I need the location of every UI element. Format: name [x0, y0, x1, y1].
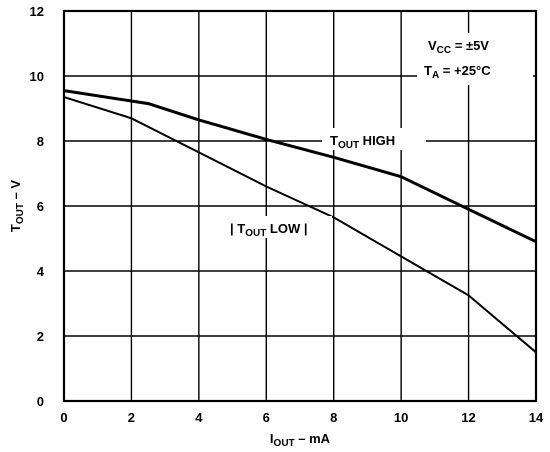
x-tick-label: 4 — [195, 410, 203, 425]
x-tick-label: 6 — [263, 410, 270, 425]
x-tick-label: 8 — [330, 410, 337, 425]
x-tick-label: 10 — [394, 410, 408, 425]
y-axis-title: TOUT – V — [8, 180, 26, 233]
y-tick-label: 12 — [30, 4, 44, 19]
y-tick-label: 0 — [37, 394, 44, 409]
x-tick-label: 2 — [128, 410, 135, 425]
x-tick-label: 0 — [60, 410, 67, 425]
x-tick-label: 12 — [461, 410, 475, 425]
y-tick-label: 8 — [37, 134, 44, 149]
x-tick-label: 14 — [529, 410, 544, 425]
y-tick-label: 2 — [37, 329, 44, 344]
y-tick-label: 10 — [30, 69, 44, 84]
x-axis-title: IOUT – mA — [270, 431, 331, 449]
y-tick-label: 6 — [37, 199, 44, 214]
y-tick-label: 4 — [37, 264, 45, 279]
